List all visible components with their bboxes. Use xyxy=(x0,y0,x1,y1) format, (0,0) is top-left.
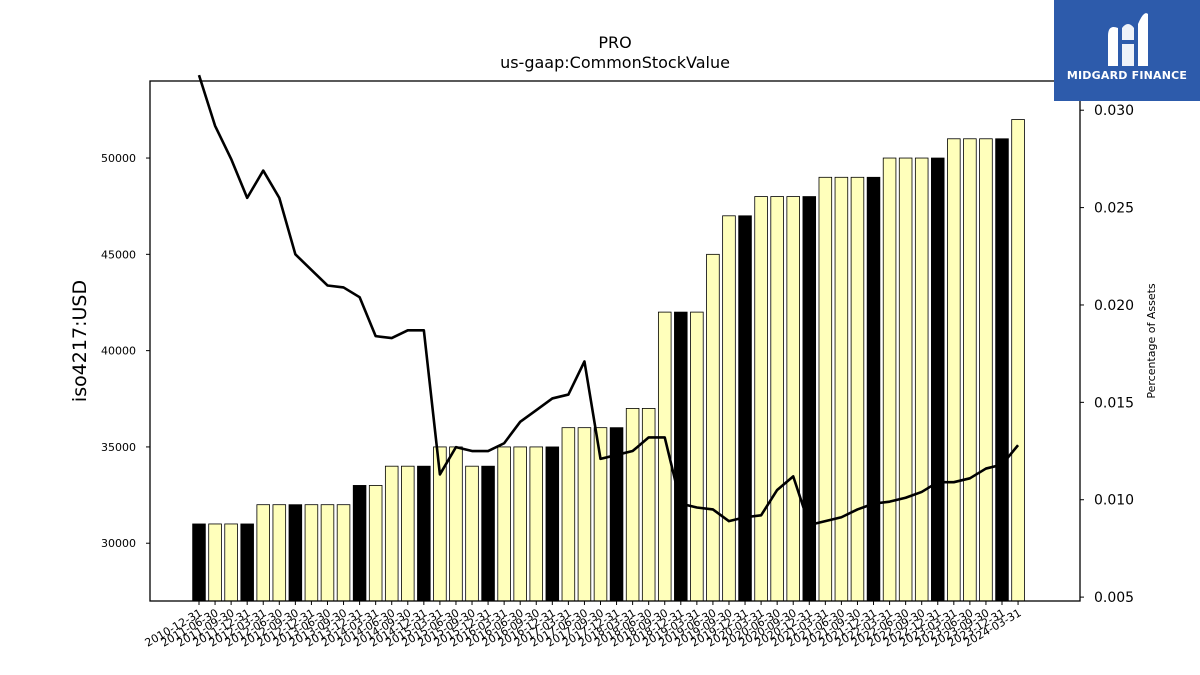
y2-tick-label: 0.030 xyxy=(1094,103,1134,119)
bar-2020-12-31 xyxy=(802,196,817,602)
y-tick-label: 35000 xyxy=(101,441,136,454)
bar-2010-12-31 xyxy=(192,523,206,602)
bar-2018-12-31 xyxy=(674,311,688,602)
y-tick-label: 40000 xyxy=(101,345,136,358)
bar-series xyxy=(192,119,1025,602)
bar-2021-09-30 xyxy=(850,176,865,602)
percentage-line-series xyxy=(197,74,1020,527)
logo-text: MIDGARD FINANCE xyxy=(1066,69,1188,82)
bar-2023-12-31 xyxy=(995,138,1009,602)
bar-2018-03-31 xyxy=(625,408,640,602)
y2-tick-label: 0.010 xyxy=(1094,493,1134,509)
y-tick-label: 50000 xyxy=(101,152,136,165)
bar-2016-06-30 xyxy=(513,446,527,602)
y2-axis-label: Percentage of Assets xyxy=(1145,283,1158,399)
percentage-of-assets-line xyxy=(197,74,1020,527)
bar-2020-03-31 xyxy=(754,196,768,602)
y-axis-label: iso4217:USD xyxy=(69,280,91,402)
bar-2019-03-31 xyxy=(690,311,704,602)
bar-2015-06-30 xyxy=(449,446,463,602)
y-tick-label: 30000 xyxy=(101,537,136,550)
bar-2023-03-31 xyxy=(947,138,961,602)
bar-2017-06-30 xyxy=(577,427,592,602)
y2-tick-label: 0.025 xyxy=(1094,201,1134,217)
bar-2014-09-30 xyxy=(401,465,415,602)
bar-2011-12-31 xyxy=(240,523,254,602)
y2-tick-label: 0.005 xyxy=(1094,590,1134,606)
bar-2022-09-30 xyxy=(914,157,929,602)
bar-2012-03-31 xyxy=(256,504,270,602)
y2-tick-label: 0.020 xyxy=(1094,298,1134,314)
bar-2016-09-30 xyxy=(529,446,544,602)
bar-2019-06-30 xyxy=(706,253,720,602)
x-axis: 2010-12-312011-06-302011-09-302011-12-31… xyxy=(143,601,1024,650)
bar-2014-06-30 xyxy=(384,465,399,602)
bar-2022-06-30 xyxy=(898,157,913,602)
right-y-axis: 0.005 0.010 0.015 0.020 0.025 0.030 xyxy=(1080,103,1134,606)
midgard-logo-icon xyxy=(1108,13,1148,66)
bar-2020-09-30 xyxy=(786,196,800,602)
left-y-axis: 30000 35000 40000 45000 50000 xyxy=(101,152,150,550)
bar-2024-03-31 xyxy=(1011,119,1025,602)
bar-2012-09-30 xyxy=(288,504,303,602)
bar-2013-12-31 xyxy=(352,485,367,602)
bar-2014-12-31 xyxy=(417,465,431,602)
bar-2021-03-31 xyxy=(818,176,833,602)
bar-2011-06-30 xyxy=(208,523,222,602)
bar-2023-06-30 xyxy=(963,138,977,602)
chart-subtitle: us-gaap:CommonStockValue xyxy=(500,53,730,72)
bar-2011-09-30 xyxy=(224,523,238,602)
bar-2015-12-31 xyxy=(481,465,495,602)
bar-2013-06-30 xyxy=(320,504,335,602)
bar-2015-09-30 xyxy=(465,465,479,602)
bar-2017-03-31 xyxy=(561,427,576,602)
bar-2022-03-31 xyxy=(882,157,897,602)
bar-2012-12-31 xyxy=(304,504,319,602)
bar-2019-12-31 xyxy=(738,215,752,602)
bar-2014-03-31 xyxy=(368,485,383,602)
bar-2012-06-30 xyxy=(272,504,287,602)
bar-2016-03-31 xyxy=(497,446,511,602)
chart-title: PRO xyxy=(598,33,631,52)
bar-2023-09-30 xyxy=(979,138,993,602)
bar-2016-12-31 xyxy=(545,446,560,602)
bar-2021-06-30 xyxy=(834,176,849,602)
bar-2020-06-30 xyxy=(770,196,784,602)
bar-2021-12-31 xyxy=(866,176,881,602)
y2-tick-label: 0.015 xyxy=(1094,395,1134,411)
plot-frame xyxy=(149,80,1081,602)
bar-2022-12-31 xyxy=(931,157,945,602)
y-tick-label: 45000 xyxy=(101,248,136,261)
bar-2019-09-30 xyxy=(722,215,736,602)
bar-2013-09-30 xyxy=(336,504,351,602)
midgard-finance-logo: MIDGARD FINANCE xyxy=(1054,0,1200,101)
